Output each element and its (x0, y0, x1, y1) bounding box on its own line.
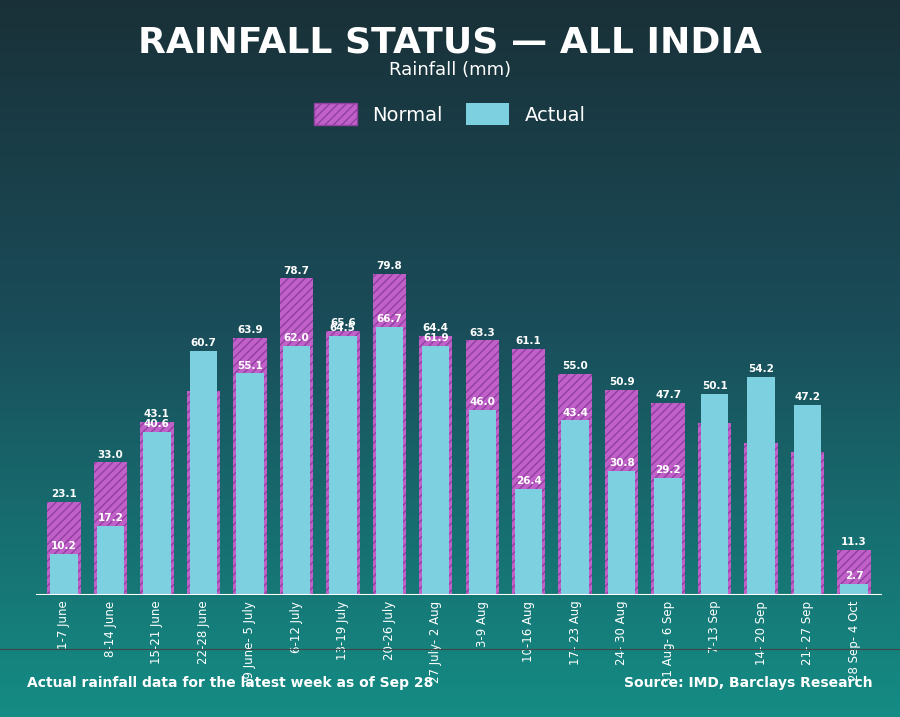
Text: 64.5: 64.5 (330, 323, 356, 333)
Bar (140, 422, 174, 595)
Legend: Normal, Actual: Normal, Actual (309, 98, 591, 131)
Text: 43.4: 43.4 (562, 408, 589, 417)
Text: 50.1: 50.1 (702, 381, 727, 391)
Bar (841, 584, 868, 595)
Bar (373, 274, 406, 595)
Bar (329, 336, 356, 595)
Bar (747, 377, 775, 595)
Bar (512, 349, 545, 595)
Text: 11.3: 11.3 (842, 537, 867, 547)
Text: 65.6: 65.6 (330, 318, 356, 328)
Text: 63.9: 63.9 (237, 326, 263, 335)
Bar (654, 478, 682, 595)
Bar (326, 331, 359, 595)
Text: 50.9: 50.9 (609, 377, 634, 387)
Bar (236, 374, 264, 595)
Text: 60.7: 60.7 (191, 338, 216, 348)
Bar (143, 432, 171, 595)
Bar (608, 471, 635, 595)
Text: 78.7: 78.7 (284, 265, 310, 275)
Text: 2.7: 2.7 (845, 571, 863, 581)
Bar (47, 502, 81, 595)
Bar (559, 374, 592, 595)
Text: Source: IMD, Barclays Research: Source: IMD, Barclays Research (625, 675, 873, 690)
Bar (233, 338, 266, 595)
Text: 33.0: 33.0 (97, 450, 123, 460)
Bar (465, 341, 499, 595)
Bar (837, 550, 871, 595)
Bar (283, 346, 310, 595)
Text: 61.9: 61.9 (423, 333, 448, 343)
Text: 62.0: 62.0 (284, 333, 310, 343)
Bar (515, 489, 543, 595)
Bar (50, 554, 77, 595)
Text: 63.3: 63.3 (470, 328, 495, 338)
Text: 64.4: 64.4 (423, 323, 449, 333)
Text: 42.7: 42.7 (702, 410, 728, 420)
Bar (698, 423, 732, 595)
Text: 55.1: 55.1 (237, 361, 263, 371)
Text: 10.2: 10.2 (51, 541, 76, 551)
Bar (422, 346, 449, 595)
Text: 37.7: 37.7 (748, 431, 774, 440)
Bar (375, 327, 403, 595)
Bar (94, 462, 127, 595)
Text: Actual rainfall data for the latest week as of Sep 28: Actual rainfall data for the latest week… (27, 675, 434, 690)
Bar (791, 452, 824, 595)
Bar (701, 394, 728, 595)
Text: RAINFALL STATUS — ALL INDIA: RAINFALL STATUS — ALL INDIA (138, 25, 762, 59)
Text: 43.1: 43.1 (144, 409, 170, 419)
Text: 47.2: 47.2 (795, 392, 821, 402)
Bar (562, 420, 589, 595)
Text: 46.0: 46.0 (469, 397, 495, 407)
Text: 79.8: 79.8 (376, 261, 402, 271)
Text: 26.4: 26.4 (516, 476, 542, 486)
Bar (190, 351, 217, 595)
Text: 55.0: 55.0 (562, 361, 588, 371)
Bar (419, 336, 453, 595)
Text: 47.7: 47.7 (655, 390, 681, 400)
Text: 17.2: 17.2 (97, 513, 123, 523)
Text: 54.2: 54.2 (748, 364, 774, 374)
Bar (794, 405, 822, 595)
Text: 30.8: 30.8 (608, 458, 634, 468)
Text: 50.6: 50.6 (191, 379, 216, 389)
Bar (605, 390, 638, 595)
Bar (469, 410, 496, 595)
Text: 66.7: 66.7 (376, 314, 402, 324)
Text: 61.1: 61.1 (516, 336, 542, 346)
Text: 35.5: 35.5 (795, 440, 821, 450)
Bar (280, 278, 313, 595)
Bar (652, 403, 685, 595)
Text: Rainfall (mm): Rainfall (mm) (389, 61, 511, 79)
Text: 40.6: 40.6 (144, 419, 170, 429)
Text: 23.1: 23.1 (51, 489, 76, 499)
Bar (744, 443, 778, 595)
Bar (186, 391, 220, 595)
Text: 29.2: 29.2 (655, 465, 681, 475)
Bar (96, 526, 124, 595)
